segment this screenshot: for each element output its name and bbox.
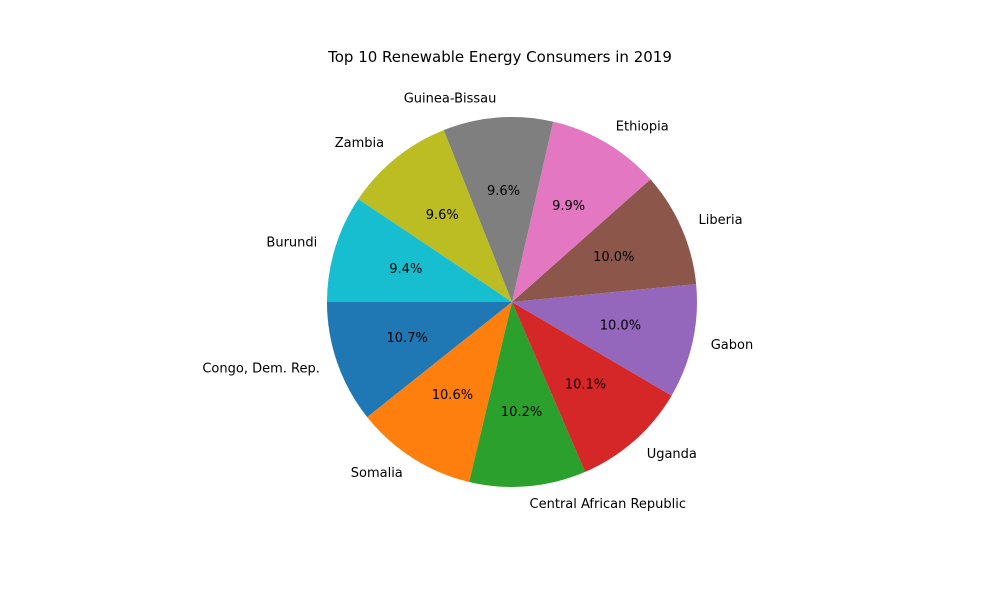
slice-category-label: Central African Republic [530, 497, 686, 512]
slice-category-label: Ethiopia [616, 119, 669, 134]
slice-category-label: Guinea-Bissau [404, 92, 497, 107]
pie-slice [443, 117, 554, 302]
slice-percent-label: 10.0% [593, 250, 634, 265]
pie-slice [512, 179, 697, 302]
slice-category-label: Zambia [335, 136, 384, 151]
slice-percent-label: 10.7% [387, 331, 428, 346]
slice-percent-label: 10.2% [501, 405, 542, 420]
slice-percent-label: 9.4% [389, 262, 422, 277]
slice-category-label: Burundi [266, 235, 317, 250]
pie-slice [469, 302, 586, 487]
pie-slice [512, 302, 672, 472]
slice-percent-label: 9.9% [552, 199, 585, 214]
slice-percent-label: 9.6% [426, 208, 459, 223]
slice-percent-label: 10.1% [565, 378, 606, 393]
pie-slice [327, 302, 512, 418]
pie-slice [367, 302, 512, 482]
slice-percent-label: 9.6% [487, 184, 520, 199]
slice-category-label: Liberia [699, 213, 743, 228]
pie-slice [358, 130, 512, 302]
slice-category-label: Somalia [351, 466, 403, 481]
pie-slice [327, 199, 512, 302]
slice-percent-label: 10.6% [432, 388, 473, 403]
slice-category-label: Congo, Dem. Rep. [202, 362, 320, 377]
pie-slice [512, 284, 698, 396]
slice-category-label: Gabon [711, 338, 754, 353]
chart-title: Top 10 Renewable Energy Consumers in 201… [328, 48, 672, 66]
slice-percent-label: 10.0% [600, 318, 641, 333]
pie-slice [512, 121, 651, 302]
slice-category-label: Uganda [647, 447, 697, 462]
